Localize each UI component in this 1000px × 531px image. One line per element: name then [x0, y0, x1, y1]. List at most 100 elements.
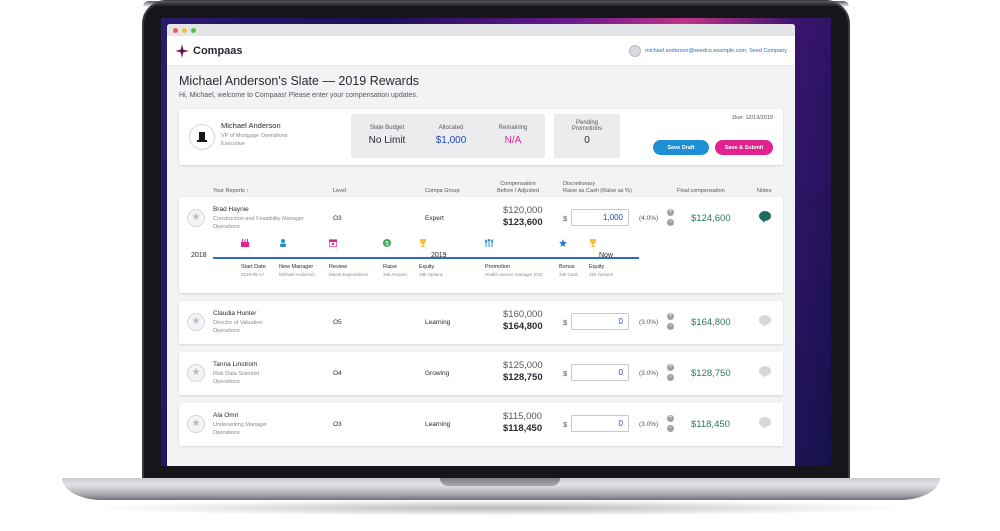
- currency-symbol: $: [563, 369, 568, 378]
- event-label: Equity: [589, 264, 605, 270]
- dollar-icon: $: [383, 239, 391, 247]
- manager-dept: Executive: [221, 141, 245, 147]
- table-row[interactable]: ★ Ala Omri Underwriting Manager Operatio…: [179, 403, 783, 446]
- increase-icon[interactable]: +: [667, 415, 674, 422]
- notes-chat-icon[interactable]: [759, 417, 771, 429]
- col-compa-group[interactable]: Compa Group: [425, 188, 460, 194]
- event-label: Review: [329, 264, 348, 270]
- app-header: Compaas michael.anderson@seedco.example.…: [167, 36, 795, 66]
- notes-chat-icon[interactable]: [759, 211, 771, 223]
- col-final-compensation[interactable]: Final compensation: [677, 188, 725, 194]
- event-label: Equity: [419, 264, 435, 270]
- pending-label: Pending: [575, 120, 599, 126]
- save-draft-button[interactable]: Save Draft: [653, 140, 709, 155]
- comp-adjusted: $118,450: [503, 423, 543, 434]
- maximize-window-dot[interactable]: [191, 27, 196, 33]
- notes-chat-icon[interactable]: [759, 366, 771, 378]
- close-window-dot[interactable]: [173, 27, 178, 33]
- employee-title: Underwriting Manager: [213, 422, 268, 428]
- raise-percent: (3.0%): [639, 421, 659, 428]
- employee-title: Director of Valuation: [213, 320, 263, 326]
- currency-symbol: $: [563, 420, 568, 429]
- compass-logo-icon: [175, 43, 189, 58]
- remaining: Remaining N/A: [485, 125, 541, 146]
- employee-details: Director of Valuation Operations: [213, 319, 262, 335]
- notes-chat-icon[interactable]: [759, 315, 771, 327]
- app-logo[interactable]: Compaas: [175, 43, 243, 58]
- person-icon: [280, 239, 286, 247]
- employee-details: Underwriting Manager Operations: [213, 421, 267, 437]
- event-detail: 2018-09-17: [241, 272, 265, 277]
- table-row[interactable]: ★ Claudia Hunter Director of Valuation O…: [179, 301, 783, 344]
- decrease-icon[interactable]: −: [667, 425, 674, 432]
- slate-budget: Slate Budget No Limit: [359, 125, 415, 146]
- employee-name[interactable]: Claudia Hunter: [213, 310, 257, 317]
- timeline-start-year: 2018: [191, 252, 207, 259]
- employee-title: Construction and Feasibility Manager: [213, 216, 304, 222]
- slate-budget-value: No Limit: [368, 135, 406, 146]
- manager-name: Michael Anderson: [221, 121, 281, 130]
- increase-icon[interactable]: +: [667, 209, 674, 216]
- col-discretionary-line2: Raise as Cash (Raise as %): [563, 188, 632, 194]
- slate-summary-card: Michael Anderson VP of Mortgage Operatio…: [179, 109, 783, 165]
- table-row[interactable]: ★ Brad Haynie Construction and Feasibili…: [179, 197, 783, 293]
- star-icon[interactable]: ★: [187, 313, 205, 331]
- cake-icon: [241, 239, 249, 247]
- employee-name[interactable]: Tanna Linstrom: [213, 361, 258, 368]
- employee-details: Construction and Feasibility Manager Ope…: [213, 215, 304, 231]
- currency-symbol: $: [563, 214, 568, 223]
- col-compensation[interactable]: Compensation Before / Adjusted: [497, 181, 539, 195]
- save-submit-button[interactable]: Save & Submit: [715, 140, 773, 155]
- allocated-value: $1,000: [435, 135, 467, 146]
- laptop-shadow: [90, 500, 910, 516]
- raise-amount-input[interactable]: [571, 364, 629, 381]
- col-discretionary[interactable]: Discretionary Raise as Cash (Raise as %): [563, 181, 632, 195]
- table-header: Your Reports ↑ Level Compa Group Compens…: [179, 175, 783, 197]
- employee-name[interactable]: Ala Omri: [213, 412, 239, 419]
- raise-percent: (4.0%): [639, 215, 659, 222]
- col-level[interactable]: Level: [333, 188, 347, 194]
- promotions-label: Promotions: [571, 126, 603, 132]
- minimize-window-dot[interactable]: [182, 27, 187, 33]
- decrease-icon[interactable]: −: [667, 323, 674, 330]
- col-notes[interactable]: Notes: [757, 188, 772, 194]
- event-label: New Manager: [279, 264, 314, 270]
- raise-amount-input[interactable]: [571, 313, 629, 330]
- employee-name[interactable]: Brad Haynie: [213, 206, 249, 213]
- table-row[interactable]: ★ Tanna Linstrom Risk Data Scientist Ope…: [179, 352, 783, 395]
- comp-before: $160,000: [503, 309, 543, 320]
- main-content: Michael Anderson's Slate — 2019 Rewards …: [167, 66, 795, 460]
- user-account[interactable]: michael.anderson@seedco.example.com, See…: [629, 44, 787, 57]
- calendar-icon: [329, 239, 337, 247]
- employee-dept: Operations: [213, 379, 240, 385]
- increase-icon[interactable]: +: [667, 313, 674, 320]
- star-icon[interactable]: ★: [187, 209, 205, 227]
- event-detail: Health service manager (O3): [485, 272, 543, 277]
- manager-details: VP of Mortgage Operations Executive: [221, 132, 288, 148]
- star-icon: [559, 239, 567, 247]
- final-compensation: $118,450: [691, 419, 730, 430]
- comp-adjusted: $128,750: [503, 372, 543, 383]
- page-title: Michael Anderson's Slate — 2019 Rewards: [179, 74, 420, 88]
- browser-chrome: [167, 24, 795, 36]
- col-compensation-line1: Compensation: [500, 181, 536, 187]
- raise-amount-input[interactable]: [571, 209, 629, 226]
- svg-text:$: $: [385, 241, 389, 247]
- currency-symbol: $: [563, 318, 568, 327]
- comp-before: $115,000: [503, 411, 542, 422]
- pending-promotions-panel: Pending Promotions 0: [554, 114, 620, 158]
- pending-promotions-value: 0: [584, 135, 590, 146]
- decrease-icon[interactable]: −: [667, 374, 674, 381]
- due-date: Due: 12/13/2019: [732, 115, 773, 121]
- increase-icon[interactable]: +: [667, 364, 674, 371]
- col-your-reports[interactable]: Your Reports ↑: [213, 188, 250, 194]
- col-compensation-line2: Before / Adjusted: [497, 188, 539, 194]
- comp-before: $125,000: [503, 360, 543, 371]
- star-icon[interactable]: ★: [187, 364, 205, 382]
- event-label: Bonus: [559, 264, 575, 270]
- decrease-icon[interactable]: −: [667, 219, 674, 226]
- employee-dept: Operations: [213, 328, 240, 334]
- star-icon[interactable]: ★: [187, 415, 205, 433]
- raise-amount-input[interactable]: [571, 415, 629, 432]
- col-discretionary-line1: Discretionary: [563, 181, 596, 187]
